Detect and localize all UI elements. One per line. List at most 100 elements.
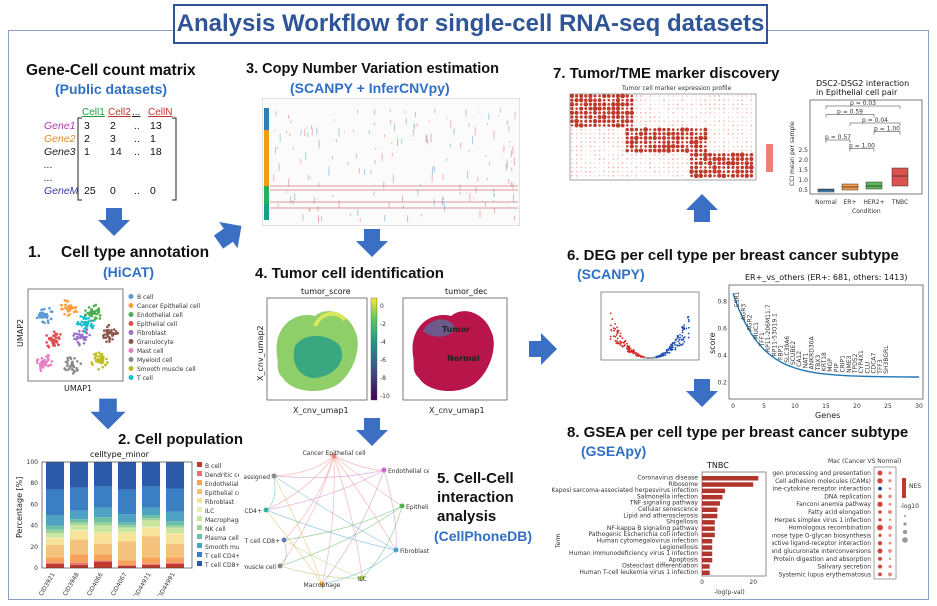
umap-point — [57, 343, 60, 347]
cnv-mark — [333, 119, 335, 121]
umap-point — [35, 359, 39, 362]
gsea-dot — [888, 541, 892, 545]
marker-dot — [569, 102, 575, 107]
marker-dot — [598, 145, 601, 148]
umap-point — [72, 310, 76, 314]
volcano-point — [674, 338, 677, 341]
marker-dot — [708, 169, 712, 174]
volcano-point — [623, 345, 625, 347]
umap-point — [46, 321, 50, 325]
gsea-dot — [888, 565, 892, 569]
population-bar-segment — [166, 543, 184, 558]
marker-dot — [690, 144, 694, 148]
marker-dot — [626, 158, 629, 160]
umap-point — [75, 369, 79, 372]
umap-point — [52, 340, 56, 344]
volcano-point — [677, 336, 680, 338]
marker-dot — [621, 174, 624, 177]
marker-dot — [676, 174, 679, 177]
marker-dot — [658, 175, 660, 177]
umap-legend-label: T cell — [136, 375, 153, 382]
marker-dot — [749, 174, 754, 178]
deg-gene-label: CLU — [864, 362, 871, 374]
marker-dot — [690, 128, 694, 132]
cnv-mark — [290, 196, 292, 203]
marker-dot — [603, 129, 605, 131]
marker-dot — [685, 132, 689, 136]
marker-dot — [686, 103, 688, 106]
marker-dot — [575, 102, 579, 106]
marker-dot — [648, 148, 653, 153]
umap-point — [87, 313, 91, 316]
marker-dot — [727, 95, 730, 97]
umap-point — [79, 315, 83, 318]
marker-dot — [735, 165, 740, 170]
population-axes — [41, 461, 193, 569]
marker-dot — [709, 128, 711, 131]
marker-dot — [575, 137, 578, 139]
marker-dot — [653, 128, 657, 132]
marker-dot — [571, 170, 573, 173]
marker-dot — [695, 103, 697, 105]
marker-dot — [750, 103, 753, 106]
marker-dot — [721, 156, 726, 162]
matrix-cell: .. — [134, 133, 140, 145]
marker-dot — [602, 102, 607, 107]
cnv-mark — [469, 193, 471, 202]
volcano-point — [674, 348, 677, 351]
cnv-mark — [313, 196, 315, 204]
marker-dot — [684, 148, 690, 153]
marker-dot — [680, 136, 685, 140]
population-y-tick: 20 — [30, 544, 38, 551]
umap-point — [50, 337, 54, 341]
umap-point — [68, 308, 72, 311]
marker-dot — [639, 128, 643, 131]
umap-point — [73, 332, 76, 335]
marker-dot — [662, 132, 666, 136]
step1-number: 1. — [28, 244, 41, 261]
cnv-mark — [273, 174, 275, 182]
cnv-mark — [479, 210, 481, 218]
cnv-mark — [509, 145, 511, 148]
marker-dot — [745, 141, 748, 144]
volcano-point — [668, 351, 671, 354]
marker-dot — [663, 166, 665, 169]
marker-dot — [597, 106, 602, 111]
umap-point — [68, 306, 71, 309]
marker-dot — [575, 107, 578, 110]
marker-dot — [714, 129, 716, 131]
marker-dot — [684, 127, 690, 132]
marker-dot — [575, 132, 578, 135]
marker-dot — [718, 128, 720, 131]
network-node — [399, 503, 405, 509]
marker-dot — [630, 107, 634, 111]
umap-point — [69, 357, 73, 361]
volcano-point — [676, 344, 679, 347]
marker-dot — [746, 103, 748, 105]
volcano-point — [615, 340, 618, 342]
gsea-dot-term: DNA replication — [824, 493, 871, 500]
cnv-mark — [459, 184, 461, 190]
marker-dot — [750, 95, 753, 97]
marker-dot — [574, 94, 579, 98]
umap-point — [45, 341, 48, 344]
marker-dot — [580, 149, 582, 152]
marker-dot — [691, 112, 693, 114]
marker-dot — [620, 93, 625, 99]
box-ylabel: CCI mean per sample — [789, 121, 796, 186]
volcano-point — [674, 344, 676, 346]
cnv-mark — [402, 205, 404, 209]
marker-dot — [746, 112, 748, 114]
marker-colorbar — [766, 144, 773, 172]
marker-dot — [589, 175, 591, 177]
matrix-cell: 1 — [84, 146, 90, 158]
marker-dot — [740, 174, 744, 178]
marker-dot — [671, 149, 675, 153]
marker-dot — [603, 149, 605, 152]
gsea-bar — [702, 513, 718, 519]
box-pvalue: p = 0.59 — [837, 109, 863, 116]
marker-dot — [615, 106, 621, 111]
marker-dot — [606, 94, 611, 98]
